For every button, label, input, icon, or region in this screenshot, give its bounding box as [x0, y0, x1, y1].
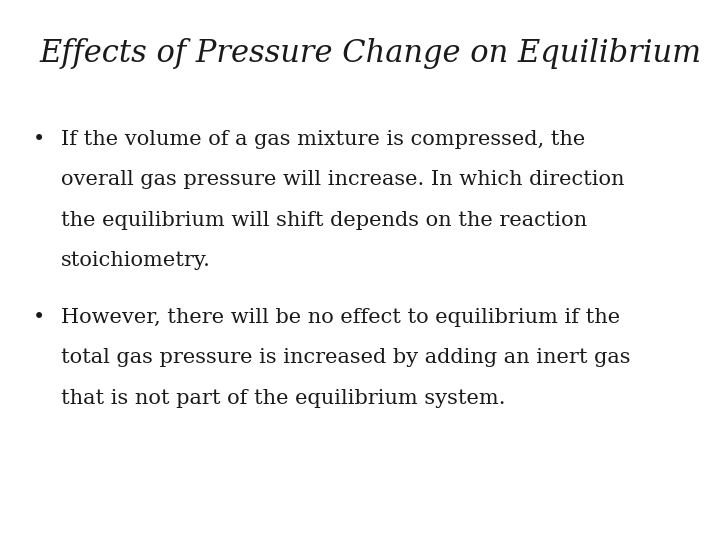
- Text: •: •: [32, 308, 45, 327]
- Text: If the volume of a gas mixture is compressed, the: If the volume of a gas mixture is compre…: [61, 130, 585, 148]
- Text: total gas pressure is increased by adding an inert gas: total gas pressure is increased by addin…: [61, 348, 631, 367]
- Text: that is not part of the equilibrium system.: that is not part of the equilibrium syst…: [61, 389, 505, 408]
- Text: overall gas pressure will increase. In which direction: overall gas pressure will increase. In w…: [61, 170, 625, 189]
- Text: •: •: [32, 130, 45, 148]
- Text: However, there will be no effect to equilibrium if the: However, there will be no effect to equi…: [61, 308, 621, 327]
- Text: stoichiometry.: stoichiometry.: [61, 251, 211, 270]
- Text: the equilibrium will shift depends on the reaction: the equilibrium will shift depends on th…: [61, 211, 588, 229]
- Text: Effects of Pressure Change on Equilibrium: Effects of Pressure Change on Equilibriu…: [40, 38, 701, 69]
